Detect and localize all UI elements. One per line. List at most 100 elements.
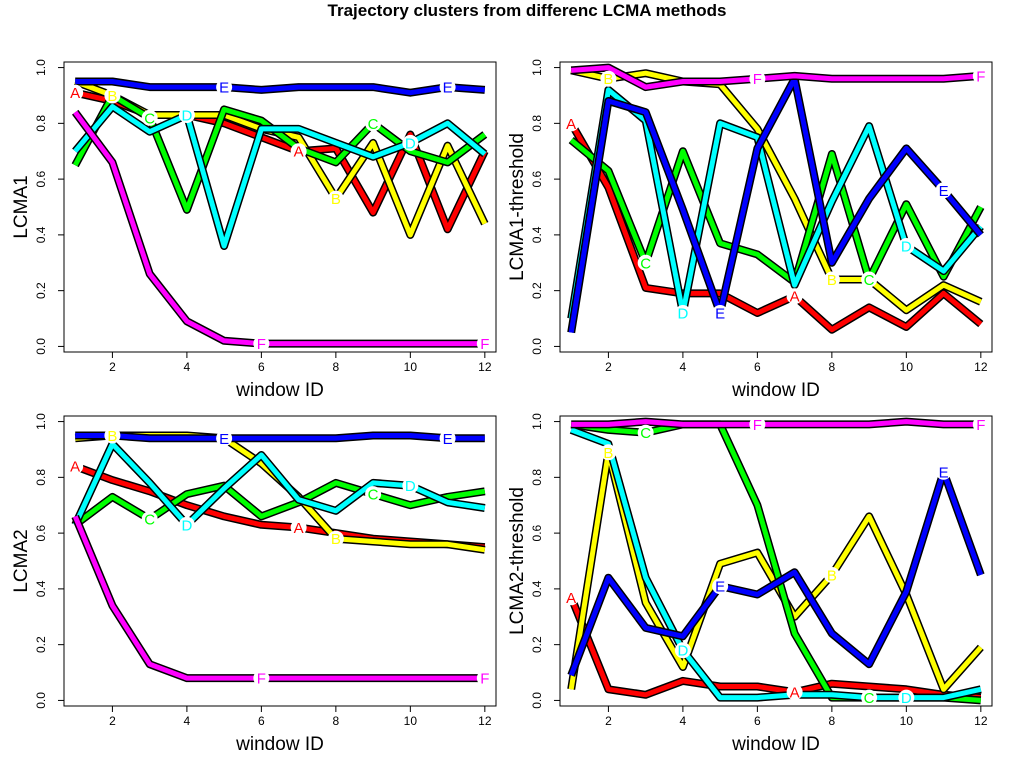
series-marker-bg: [104, 427, 121, 444]
series-marker-bg: [637, 424, 654, 441]
series-marker-label: D: [181, 107, 192, 124]
series-marker-label: E: [443, 80, 453, 97]
y-tick-label: 0.8: [34, 115, 48, 132]
series-line-D: [568, 87, 983, 319]
series-marker-bg: [674, 304, 691, 321]
y-tick-label: 0.2: [34, 636, 48, 653]
series-marker-bg: [104, 87, 121, 104]
panel-3: A A B B C C D D E E F F 2 4 6 8 10 12 0.0 0.2 0.4 0.6 0.8 1.0 wi…: [11, 413, 497, 755]
x-tick-label: 8: [333, 714, 340, 728]
series-marker-label: A: [790, 685, 800, 702]
series-marker-label: A: [294, 520, 304, 537]
series-marker-label: E: [939, 464, 949, 481]
series-marker-bg: [563, 115, 580, 132]
series-line-A: [568, 596, 981, 701]
series-marker-bg: [823, 566, 840, 583]
x-tick-label: 2: [109, 714, 116, 728]
series-marker-bg: [786, 288, 803, 305]
x-tick-label: 10: [404, 714, 418, 728]
series-line-E: [568, 76, 983, 333]
y-tick-label: 0.8: [530, 115, 544, 132]
series-marker-label: D: [901, 239, 912, 256]
series-line-A: [569, 122, 983, 333]
series-marker-bg: [327, 530, 344, 547]
series-marker-label: A: [70, 459, 80, 476]
series-marker-label: F: [976, 417, 985, 434]
series-marker-label: F: [753, 417, 762, 434]
series-marker-label: B: [107, 428, 117, 445]
series-marker-label: C: [368, 487, 379, 504]
x-tick-label: 12: [974, 714, 988, 728]
series-marker-bg: [476, 670, 493, 687]
panel-1: A A B B C C D D E E F F 2 4 6 8 10 12 0.0 0.2 0.4 0.6 0.8 1.0 wi…: [11, 59, 497, 401]
y-tick-label: 0.0: [34, 338, 48, 355]
series-marker-bg: [290, 519, 307, 536]
series-line-F: [72, 515, 485, 681]
x-tick-label: 10: [404, 360, 418, 374]
series-marker-label: F: [976, 68, 985, 85]
series-line-B: [570, 67, 982, 313]
y-tick-label: 0.2: [530, 282, 544, 299]
series-line-E: [75, 433, 485, 441]
series-marker-bg: [141, 109, 158, 126]
panels: A A B B C C D D E E F F 2 4 6 8 10 12 0.0 0.2 0.4 0.6 0.8 1.0 wi…: [11, 59, 993, 755]
y-tick-label: 0.4: [530, 226, 544, 243]
series-marker-label: C: [640, 425, 651, 442]
series-marker-bg: [898, 689, 915, 706]
y-tick-label: 0.8: [530, 469, 544, 486]
series-marker-label: B: [331, 191, 341, 208]
series-marker-label: B: [603, 445, 613, 462]
x-tick-label: 2: [605, 714, 612, 728]
y-tick-label: 1.0: [530, 59, 544, 76]
series-marker-label: E: [443, 431, 453, 448]
x-tick-label: 12: [974, 360, 988, 374]
series-marker-label: F: [480, 336, 489, 353]
series-marker-label: C: [864, 690, 875, 707]
x-tick-label: 4: [184, 360, 191, 374]
y-axis-label: LCMA2-threshold: [507, 487, 528, 635]
x-tick-label: 12: [478, 360, 492, 374]
series-marker-bg: [935, 463, 952, 480]
series-marker-bg: [476, 335, 493, 352]
series-marker-label: B: [331, 531, 341, 548]
series-marker-label: D: [181, 517, 192, 534]
series-marker-bg: [712, 578, 729, 595]
y-axis-label: LCMA1: [11, 175, 32, 238]
y-tick-label: 0.0: [34, 692, 48, 709]
series-marker-label: C: [864, 272, 875, 289]
series-marker-bg: [749, 416, 766, 433]
series-marker-label: E: [715, 305, 725, 322]
series-marker-label: D: [405, 135, 416, 152]
series-marker-bg: [327, 190, 344, 207]
series-marker-bg: [600, 70, 617, 87]
x-axis-label: window ID: [731, 380, 820, 401]
series-marker-bg: [216, 79, 233, 96]
series-marker-label: A: [294, 144, 304, 161]
y-tick-label: 0.6: [530, 524, 544, 541]
series-marker-bg: [67, 458, 84, 475]
series-marker-label: F: [753, 71, 762, 88]
x-tick-label: 4: [680, 360, 687, 374]
series-marker-bg: [253, 670, 270, 687]
x-tick-label: 2: [605, 360, 612, 374]
series-marker-label: F: [257, 336, 266, 353]
x-tick-label: 8: [829, 360, 836, 374]
series-line-F: [73, 110, 485, 347]
series-marker-label: A: [70, 85, 80, 102]
series-marker-bg: [67, 84, 84, 101]
series-line-E: [568, 469, 984, 677]
figure-title: Trajectory clusters from differenc LCMA …: [328, 1, 727, 20]
series-marker-bg: [178, 106, 195, 123]
series-marker-label: E: [219, 431, 229, 448]
y-tick-label: 0.4: [34, 226, 48, 243]
series-marker-label: E: [715, 579, 725, 596]
y-tick-label: 0.2: [530, 636, 544, 653]
x-tick-label: 8: [333, 360, 340, 374]
series-marker-bg: [402, 134, 419, 151]
series-marker-bg: [600, 444, 617, 461]
series-marker-label: D: [405, 478, 416, 495]
series-marker-label: B: [107, 88, 117, 105]
series-marker-bg: [402, 477, 419, 494]
series-marker-label: E: [939, 183, 949, 200]
